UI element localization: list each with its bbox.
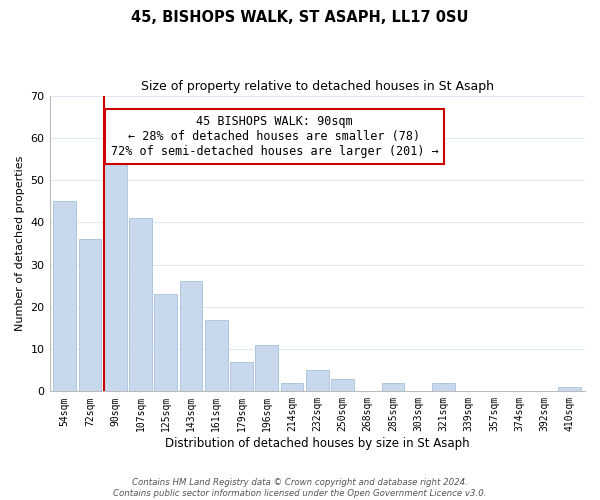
Bar: [306, 370, 329, 392]
Bar: [154, 294, 177, 392]
Bar: [230, 362, 253, 392]
Bar: [382, 383, 404, 392]
Bar: [53, 201, 76, 392]
Bar: [179, 282, 202, 392]
Bar: [104, 142, 127, 392]
X-axis label: Distribution of detached houses by size in St Asaph: Distribution of detached houses by size …: [165, 437, 470, 450]
Title: Size of property relative to detached houses in St Asaph: Size of property relative to detached ho…: [141, 80, 494, 93]
Text: 45 BISHOPS WALK: 90sqm
← 28% of detached houses are smaller (78)
72% of semi-det: 45 BISHOPS WALK: 90sqm ← 28% of detached…: [110, 115, 439, 158]
Bar: [79, 239, 101, 392]
Bar: [129, 218, 152, 392]
Text: 45, BISHOPS WALK, ST ASAPH, LL17 0SU: 45, BISHOPS WALK, ST ASAPH, LL17 0SU: [131, 10, 469, 25]
Bar: [256, 345, 278, 392]
Bar: [331, 378, 354, 392]
Bar: [281, 383, 304, 392]
Text: Contains HM Land Registry data © Crown copyright and database right 2024.
Contai: Contains HM Land Registry data © Crown c…: [113, 478, 487, 498]
Bar: [205, 320, 227, 392]
Bar: [432, 383, 455, 392]
Bar: [559, 387, 581, 392]
Y-axis label: Number of detached properties: Number of detached properties: [15, 156, 25, 331]
